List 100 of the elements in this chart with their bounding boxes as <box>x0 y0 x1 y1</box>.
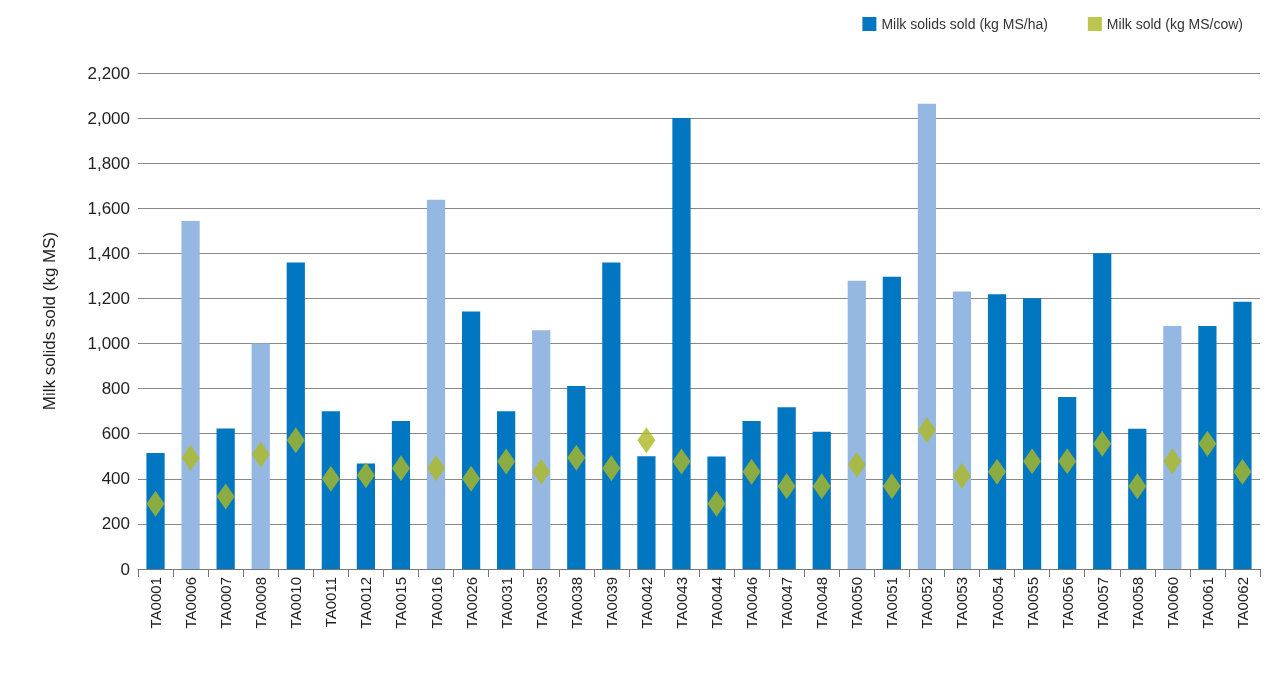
point <box>356 462 375 489</box>
point <box>1058 448 1077 475</box>
x-tick-label: TA0016 <box>427 577 445 629</box>
point <box>1198 430 1217 457</box>
point <box>427 455 446 482</box>
y-tick-label: 600 <box>101 424 130 444</box>
point <box>321 465 340 492</box>
point <box>462 465 481 492</box>
legend-label: Milk solids sold (kg MS/ha) <box>881 16 1048 32</box>
bar <box>286 262 305 569</box>
point <box>1163 448 1182 475</box>
x-tick-label: TA0050 <box>848 577 866 629</box>
y-tick-label: 2,200 <box>87 63 130 83</box>
bar <box>917 103 937 569</box>
x-tick-label: TA0061 <box>1198 577 1216 629</box>
bar <box>952 291 972 569</box>
x-tick-label: TA0057 <box>1093 577 1111 629</box>
bar <box>742 420 761 569</box>
y-tick-label: 200 <box>101 514 130 534</box>
bar <box>1233 301 1252 569</box>
bar <box>321 411 340 569</box>
bar <box>987 294 1007 569</box>
point <box>1233 458 1252 485</box>
point <box>286 427 305 454</box>
bar <box>1022 298 1042 569</box>
x-tick-label: TA0042 <box>637 577 655 629</box>
x-tick-label: TA0010 <box>287 577 305 629</box>
y-tick-label: 400 <box>101 469 130 489</box>
bar <box>461 311 481 569</box>
x-tick-label: TA0035 <box>532 577 550 629</box>
point <box>532 458 551 485</box>
point <box>952 462 971 489</box>
x-tick-label: TA0012 <box>357 577 375 629</box>
x-tick-label: TA0044 <box>708 577 726 629</box>
x-tick-label: TA0048 <box>813 577 831 629</box>
bar <box>567 385 586 569</box>
x-tick-label: TA0046 <box>743 577 761 629</box>
bar <box>1058 396 1077 569</box>
x-tick-label: TA0054 <box>988 577 1006 629</box>
y-axis-title: Milk solids sold (kg MS) <box>40 231 59 411</box>
point <box>567 444 586 471</box>
point <box>1128 473 1147 500</box>
point <box>216 483 235 510</box>
x-tick-label: TA0015 <box>392 577 410 629</box>
point <box>672 448 691 475</box>
x-tick-label: TA0062 <box>1233 577 1251 629</box>
y-tick-label: 800 <box>101 379 130 399</box>
bar <box>847 280 866 569</box>
point <box>391 455 410 482</box>
x-tick-label: TA0011 <box>322 577 340 628</box>
x-tick-label: TA0055 <box>1023 577 1041 629</box>
x-tick-label: TA0039 <box>602 577 620 629</box>
bar <box>1128 428 1147 569</box>
x-tick-label: TA0031 <box>497 577 515 629</box>
point <box>777 473 796 500</box>
bar <box>251 343 270 569</box>
x-tick-label: TA0001 <box>147 577 165 629</box>
point <box>1023 448 1042 475</box>
legend-label: Milk sold (kg MS/cow) <box>1106 16 1244 32</box>
x-tick-label: TA0007 <box>217 577 235 629</box>
x-tick-label: TA0006 <box>182 577 200 629</box>
point <box>812 473 831 500</box>
bar <box>812 431 831 569</box>
y-tick-label: 1,200 <box>87 288 130 308</box>
bar <box>497 411 516 569</box>
y-tick-label: 0 <box>120 559 130 579</box>
point <box>917 416 936 443</box>
y-tick-label: 1,600 <box>87 198 130 218</box>
point <box>847 451 866 478</box>
x-tick-label: TA0047 <box>778 577 796 629</box>
point <box>1093 430 1112 457</box>
y-tick-label: 1,800 <box>87 153 130 173</box>
bar <box>1198 325 1217 569</box>
x-tick-label: TA0051 <box>883 577 901 629</box>
bar <box>1093 253 1112 569</box>
point <box>602 455 621 482</box>
x-tick-label: TA0052 <box>918 577 936 629</box>
bar <box>532 330 551 569</box>
x-tick-label: TA0060 <box>1163 577 1181 629</box>
x-tick-label: TA0056 <box>1058 577 1076 629</box>
y-tick-label: 1,000 <box>87 334 130 354</box>
point <box>181 444 200 471</box>
x-tick-label: TA0053 <box>953 577 971 629</box>
bar <box>426 199 446 569</box>
y-tick-label: 1,400 <box>87 243 130 263</box>
x-tick-label: TA0038 <box>567 577 585 629</box>
x-tick-label: TA0026 <box>462 577 480 629</box>
point <box>637 427 656 454</box>
x-tick-label: TA0058 <box>1128 577 1146 629</box>
bar <box>777 407 796 569</box>
bar <box>882 276 901 569</box>
bar <box>637 456 656 569</box>
bar <box>672 118 691 569</box>
bar <box>1163 325 1182 569</box>
y-tick-label: 2,000 <box>87 108 130 128</box>
bar <box>602 262 621 569</box>
bar <box>181 221 200 569</box>
x-tick-label: TA0008 <box>252 577 270 629</box>
point <box>497 448 516 475</box>
point <box>251 441 270 468</box>
